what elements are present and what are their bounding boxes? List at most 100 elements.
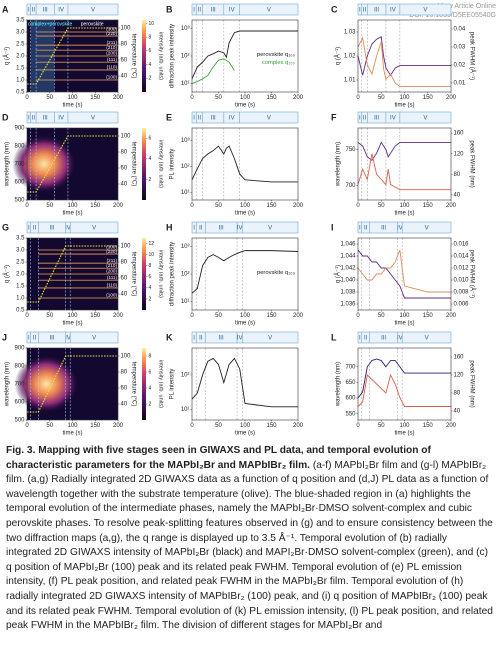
x-tick-label: 0 (356, 95, 360, 101)
x-axis-label: time (s) (63, 431, 83, 437)
x-axis-label: time (s) (63, 103, 83, 109)
stage-label: III (211, 116, 216, 122)
plot-frame (357, 237, 452, 311)
stage-label: V (268, 226, 272, 232)
stage-bar (191, 331, 299, 344)
series-line (191, 250, 299, 294)
stage-label: V (91, 8, 95, 14)
y2-axis-label: peak FWHM (Å⁻¹) (468, 32, 475, 80)
stage-label: I (28, 8, 30, 14)
x-tick-label: 150 (423, 423, 434, 429)
x-tick-label: 200 (446, 95, 457, 101)
y2-tick-label: 0.01 (454, 81, 466, 87)
stage-bar (357, 331, 452, 344)
panel-label: F (331, 112, 337, 122)
stage-label: IV (237, 336, 243, 342)
peak-label: (210) (106, 263, 117, 268)
y2-tick-label: 40 (121, 292, 128, 298)
peak-label: (200) (106, 269, 117, 274)
x-tick-label: 50 (215, 423, 222, 429)
stage-label: II (32, 8, 36, 14)
colorbar (142, 238, 146, 310)
x-axis-label: time (s) (63, 321, 83, 327)
x-axis-label: time (s) (395, 103, 415, 109)
stage-label: IV (58, 116, 64, 122)
y2-axis-label: temperature (°C) (130, 362, 136, 407)
y-tick-label: 10¹ (181, 190, 190, 196)
y-tick-label: 1.01 (344, 78, 356, 84)
cbar-tick-label: 2 (149, 76, 152, 82)
stage-label: I (28, 116, 30, 122)
legend-entry: perovskite q₁₀₀ (257, 52, 296, 58)
y-tick-label: 1.042 (340, 266, 356, 272)
x-axis-label: time (s) (395, 321, 415, 327)
stage-bar (26, 221, 119, 234)
x-tick-label: 0 (25, 95, 29, 101)
peak-label: (211) (107, 40, 118, 45)
x-tick-label: 150 (423, 203, 434, 209)
y2-tick-label: 160 (454, 131, 465, 137)
y2-tick-label: 60 (121, 166, 128, 172)
x-tick-label: 200 (446, 423, 457, 429)
y-tick-label: 700 (345, 183, 356, 189)
x-axis-label: time (s) (235, 321, 255, 327)
x-tick-label: 0 (356, 203, 360, 209)
stage-label: I (28, 336, 30, 342)
cbar-tick-label: 8 (149, 263, 152, 269)
y2-tick-label: 0.02 (454, 63, 466, 69)
y-tick-label: 800 (14, 364, 25, 370)
plot-frame (191, 127, 299, 201)
y2-tick-label: 40 (121, 74, 128, 80)
stage-label: II (199, 336, 203, 342)
cbar-tick-label: 2 (149, 177, 152, 183)
plot-frame (26, 19, 119, 93)
stage-label: II (364, 336, 368, 342)
x-tick-label: 150 (266, 95, 277, 101)
stage-bar (357, 3, 452, 16)
y2-tick-label: 0.014 (454, 254, 470, 260)
x-tick-label: 200 (293, 203, 304, 209)
y-tick-label: 1.0 (16, 296, 25, 302)
y-axis-label: diffraction peak intensity (170, 242, 176, 306)
stage-label: I (193, 336, 195, 342)
y-tick-label: 0.5 (16, 308, 25, 314)
y-tick-label: 500 (14, 198, 25, 204)
y2-tick-label: 60 (121, 386, 128, 392)
x-tick-label: 200 (446, 313, 457, 319)
y-tick-label: 650 (345, 380, 356, 386)
x-tick-label: 200 (113, 203, 124, 209)
stage-label: IV (229, 116, 235, 122)
y2-axis-label: temperature (°C) (130, 142, 136, 187)
y-axis-label: q (Å⁻¹) (335, 47, 342, 65)
y2-tick-label: 100 (121, 354, 132, 360)
series-line (357, 249, 451, 293)
cbar-label: intensity (arb. units) (158, 360, 164, 408)
peak-label: (100) (106, 293, 117, 298)
y2-tick-label: 40 (454, 409, 461, 415)
stage-label: II (363, 116, 367, 122)
x-tick-label: 200 (113, 423, 124, 429)
stage-label: III (43, 116, 48, 122)
x-tick-label: 100 (399, 423, 410, 429)
stage-label: I (193, 226, 195, 232)
series-line (357, 249, 451, 299)
stage-label: V (423, 116, 427, 122)
stage-label: II (198, 116, 202, 122)
y-tick-label: 600 (14, 180, 25, 186)
y2-tick-label: 0.04 (454, 27, 466, 33)
x-tick-label: 100 (67, 423, 78, 429)
stage-label: III (50, 336, 55, 342)
y2-tick-label: 60 (121, 276, 128, 282)
y-tick-label: 3.5 (16, 236, 25, 242)
caption-title: Fig. 3. Mapping with five stages seen in… (6, 445, 431, 471)
y2-tick-label: 40 (121, 402, 128, 408)
y-axis-label: wavelength (nm) (336, 362, 342, 407)
stage-label: I (359, 8, 361, 14)
cbar-tick-label: 6 (149, 136, 152, 142)
stage-label: I (359, 226, 361, 232)
y-tick-label: 700 (345, 364, 356, 370)
y2-tick-label: 120 (454, 151, 465, 157)
stage-label: IV (65, 336, 71, 342)
y-tick-label: 750 (345, 147, 356, 153)
x-tick-label: 0 (25, 313, 29, 319)
